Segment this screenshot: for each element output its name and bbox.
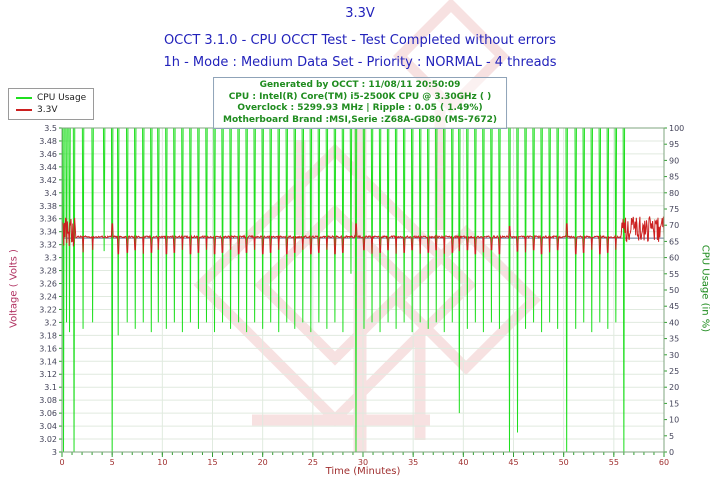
svg-text:0: 0: [669, 448, 674, 457]
svg-text:3.22: 3.22: [39, 305, 57, 314]
svg-text:80: 80: [669, 189, 679, 198]
svg-text:35: 35: [408, 458, 418, 467]
svg-text:3.16: 3.16: [39, 344, 57, 353]
svg-text:3.04: 3.04: [39, 422, 57, 431]
legend-item-voltage: 3.3V: [16, 104, 86, 116]
svg-text:10: 10: [157, 458, 167, 467]
svg-text:55: 55: [669, 270, 679, 279]
svg-text:3.1: 3.1: [44, 383, 57, 392]
svg-text:3.46: 3.46: [39, 150, 57, 159]
svg-text:60: 60: [659, 458, 669, 467]
svg-text:15: 15: [669, 399, 679, 408]
svg-text:3.18: 3.18: [39, 331, 57, 340]
legend-label: 3.3V: [37, 105, 58, 115]
svg-text:3.14: 3.14: [39, 357, 57, 366]
svg-text:90: 90: [669, 156, 679, 165]
svg-text:5: 5: [110, 458, 115, 467]
voltage-line-swatch: [16, 109, 32, 111]
svg-text:65: 65: [669, 237, 679, 246]
svg-text:40: 40: [458, 458, 468, 467]
svg-text:70: 70: [669, 221, 679, 230]
svg-text:3.32: 3.32: [39, 241, 57, 250]
svg-text:3: 3: [52, 448, 57, 457]
svg-text:3.02: 3.02: [39, 435, 57, 444]
test-mode-line: 1h - Mode : Medium Data Set - Priority :…: [163, 55, 557, 70]
svg-text:10: 10: [669, 416, 679, 425]
svg-text:45: 45: [508, 458, 518, 467]
system-info-box: Generated by OCCT : 11/08/11 20:50:09 CP…: [213, 77, 507, 129]
svg-text:55: 55: [609, 458, 619, 467]
svg-text:3.24: 3.24: [39, 292, 57, 301]
svg-text:85: 85: [669, 173, 679, 182]
svg-text:20: 20: [258, 458, 268, 467]
svg-text:45: 45: [669, 302, 679, 311]
svg-text:30: 30: [669, 351, 679, 360]
svg-text:95: 95: [669, 140, 679, 149]
test-result-line: OCCT 3.1.0 - CPU OCCT Test - Test Comple…: [163, 33, 557, 48]
info-line-motherboard: Motherboard Brand :MSI,Serie :Z68A-GD80 …: [223, 114, 497, 125]
legend-box: CPU Usage 3.3V: [8, 88, 95, 120]
svg-text:20: 20: [669, 383, 679, 392]
svg-text:60: 60: [669, 254, 679, 263]
x-axis-title: Time (Minutes): [325, 466, 401, 477]
svg-text:0: 0: [59, 458, 64, 467]
svg-text:3.06: 3.06: [39, 409, 57, 418]
svg-text:3.3: 3.3: [44, 254, 57, 263]
svg-text:50: 50: [669, 286, 679, 295]
svg-text:3.12: 3.12: [39, 370, 57, 379]
svg-text:25: 25: [669, 367, 679, 376]
svg-text:35: 35: [669, 335, 679, 344]
svg-text:25: 25: [308, 458, 318, 467]
cpu-usage-line-swatch: [16, 97, 32, 99]
left-axis-title: Voltage ( Volts ): [8, 249, 20, 328]
info-line-cpu: CPU : Intel(R) Core(TM) i5-2500K CPU @ 3…: [228, 91, 492, 102]
svg-text:30: 30: [358, 458, 368, 467]
svg-text:3.26: 3.26: [39, 280, 57, 289]
svg-text:3.34: 3.34: [39, 228, 57, 237]
page-title: 3.3V: [345, 6, 375, 21]
legend-item-cpu-usage: CPU Usage: [16, 92, 86, 104]
svg-text:40: 40: [669, 318, 679, 327]
info-line-overclock: Overclock : 5299.93 MHz | Ripple : 0.05 …: [237, 103, 483, 113]
right-axis-title: CPU Usage (in %): [699, 244, 711, 333]
svg-text:3.42: 3.42: [39, 176, 57, 185]
svg-text:3.4: 3.4: [44, 189, 57, 198]
legend-label: CPU Usage: [37, 93, 87, 103]
svg-text:100: 100: [669, 124, 684, 133]
svg-text:3.38: 3.38: [39, 202, 57, 211]
svg-text:50: 50: [559, 458, 569, 467]
svg-text:15: 15: [207, 458, 217, 467]
svg-text:75: 75: [669, 205, 679, 214]
svg-text:3.28: 3.28: [39, 267, 57, 276]
svg-text:3.08: 3.08: [39, 396, 57, 405]
svg-text:5: 5: [669, 432, 674, 441]
info-line-generated: Generated by OCCT : 11/08/11 20:50:09: [259, 80, 461, 90]
svg-text:3.48: 3.48: [39, 137, 57, 146]
svg-text:3.2: 3.2: [44, 318, 57, 327]
svg-text:3.5: 3.5: [44, 124, 57, 133]
svg-text:3.36: 3.36: [39, 215, 57, 224]
svg-text:3.44: 3.44: [39, 163, 57, 172]
